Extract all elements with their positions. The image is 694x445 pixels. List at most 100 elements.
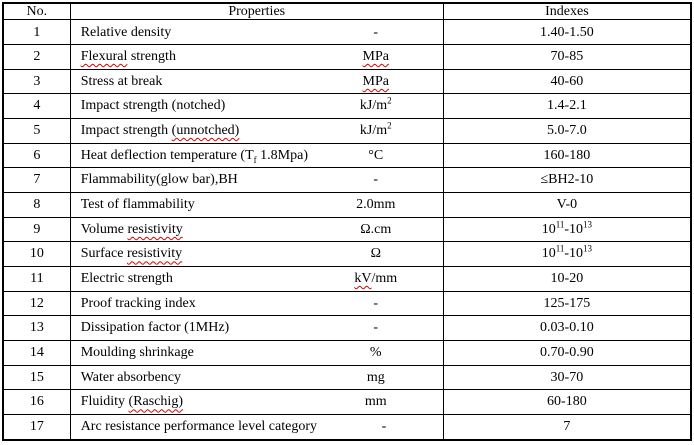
property-name: Relative density bbox=[80, 24, 172, 40]
property-cell: Stress at break MPa bbox=[69, 68, 444, 95]
row-number: 14 bbox=[2, 339, 71, 366]
property-name: Volume resistivity bbox=[80, 221, 183, 237]
table-header-row: No. Properties Indexes bbox=[2, 2, 692, 21]
table-body: 1 Relative density - 1.40-1.50 2 Flexural str… bbox=[2, 19, 692, 441]
row-number: 1 bbox=[2, 19, 71, 46]
table-row: 7 Flammability(glow bar),BH - ≤BH2-10 bbox=[2, 167, 692, 193]
row-number: 3 bbox=[2, 68, 71, 95]
index-value: 1011-1013 bbox=[442, 216, 692, 243]
property-cell: Impact strength (notched) kJ/m2 bbox=[69, 93, 444, 120]
property-unit: mm bbox=[364, 394, 387, 410]
property-name: Electric strength bbox=[80, 271, 173, 287]
table-row: 1 Relative density - 1.40-1.50 bbox=[2, 19, 692, 46]
table-row: 11 Electric strength kV/mm 10-20 bbox=[2, 265, 692, 292]
index-value: V-0 bbox=[442, 191, 692, 218]
index-value: 10-20 bbox=[442, 265, 692, 292]
property-name: Impact strength (unnotched) bbox=[80, 123, 240, 139]
property-name: Moulding shrinkage bbox=[80, 345, 194, 361]
property-cell: Fluidity (Raschig) mm bbox=[69, 389, 444, 415]
property-name: Arc resistance performance level categor… bbox=[80, 419, 317, 435]
property-cell: Moulding shrinkage% bbox=[69, 339, 444, 366]
property-name: Heat deflection temperature (Tf 1.8Mpa) bbox=[80, 147, 308, 165]
table-row: 2 Flexural strength MPa 70-85 bbox=[2, 44, 692, 70]
property-cell: Heat deflection temperature (Tf 1.8Mpa) °… bbox=[69, 142, 444, 169]
property-cell: Flammability(glow bar),BH - bbox=[69, 167, 444, 193]
property-unit: kJ/m2 bbox=[359, 120, 392, 139]
property-cell: Surface resistivity Ω bbox=[69, 241, 444, 267]
table-row: 8 Test of flammability 2.0mm V-0 bbox=[2, 191, 692, 218]
row-number: 2 bbox=[2, 44, 71, 70]
property-unit: - bbox=[373, 24, 379, 40]
property-name: Water absorbency bbox=[80, 369, 182, 385]
index-value: 0.03-0.10 bbox=[442, 315, 692, 341]
table-row: 12 Proof tracking index - 125-175 bbox=[2, 290, 692, 317]
row-number: 13 bbox=[2, 315, 71, 341]
property-unit: MPa bbox=[362, 73, 389, 89]
table-row: 5 Impact strength (unnotched) kJ/m2 5.0-7.0 bbox=[2, 118, 692, 144]
table-row: 10 Surface resistivity Ω 1011-1013 bbox=[2, 241, 692, 267]
property-name: Flexural strength bbox=[80, 49, 176, 65]
property-unit: MPa bbox=[362, 49, 389, 65]
property-cell: Arc resistance performance level categor… bbox=[69, 413, 444, 441]
table-row: 6 Heat deflection temperature (Tf 1.8Mpa)… bbox=[2, 142, 692, 169]
property-name: Proof tracking index bbox=[80, 295, 196, 311]
row-number: 12 bbox=[2, 290, 71, 317]
property-cell: Dissipation factor (1MHz) - bbox=[69, 315, 444, 341]
index-value: 125-175 bbox=[442, 290, 692, 317]
property-name: Fluidity (Raschig) bbox=[80, 394, 183, 410]
index-value: ≤BH2-10 bbox=[442, 167, 692, 193]
property-name: Impact strength (notched) bbox=[80, 98, 226, 114]
row-number: 9 bbox=[2, 216, 71, 243]
property-cell: Test of flammability 2.0mm bbox=[69, 191, 444, 218]
property-unit: - bbox=[373, 295, 379, 311]
property-unit: - bbox=[373, 172, 379, 188]
property-unit: - bbox=[381, 419, 387, 435]
table-row: 17 Arc resistance performance level categ… bbox=[2, 413, 692, 441]
property-unit: Ω.cm bbox=[360, 221, 392, 237]
table-row: 4 Impact strength (notched) kJ/m2 1.4-2.1 bbox=[2, 93, 692, 120]
row-number: 15 bbox=[2, 364, 71, 391]
table-row: 14 Moulding shrinkage% 0.70-0.90 bbox=[2, 339, 692, 366]
row-number: 4 bbox=[2, 93, 71, 120]
index-value: 40-60 bbox=[442, 68, 692, 95]
index-value: 1.4-2.1 bbox=[442, 93, 692, 120]
property-cell: Volume resistivity Ω.cm bbox=[69, 216, 444, 243]
index-value: 160-180 bbox=[442, 142, 692, 169]
row-number: 10 bbox=[2, 241, 71, 267]
property-cell: Electric strength kV/mm bbox=[69, 265, 444, 292]
index-value: 70-85 bbox=[442, 44, 692, 70]
property-unit: % bbox=[369, 345, 382, 361]
header-properties: Properties bbox=[69, 2, 444, 21]
property-cell: Impact strength (unnotched) kJ/m2 bbox=[69, 118, 444, 144]
index-value: 7 bbox=[442, 413, 692, 441]
index-value: 5.0-7.0 bbox=[442, 118, 692, 144]
index-value: 30-70 bbox=[442, 364, 692, 391]
property-name: Surface resistivity bbox=[80, 246, 183, 262]
header-indexes: Indexes bbox=[442, 2, 692, 21]
row-number: 7 bbox=[2, 167, 71, 193]
row-number: 6 bbox=[2, 142, 71, 169]
row-number: 17 bbox=[2, 413, 71, 441]
table-row: 16 Fluidity (Raschig) mm 60-180 bbox=[2, 389, 692, 415]
row-number: 11 bbox=[2, 265, 71, 292]
row-number: 8 bbox=[2, 191, 71, 218]
table-row: 3 Stress at break MPa 40-60 bbox=[2, 68, 692, 95]
index-value: 1011-1013 bbox=[442, 241, 692, 267]
property-unit: kJ/m2 bbox=[359, 95, 392, 114]
property-cell: Water absorbency mg bbox=[69, 364, 444, 391]
property-name: Dissipation factor (1MHz) bbox=[80, 320, 230, 336]
property-unit: mg bbox=[366, 369, 385, 385]
property-unit: - bbox=[373, 320, 379, 336]
index-value: 1.40-1.50 bbox=[442, 19, 692, 46]
property-cell: Proof tracking index - bbox=[69, 290, 444, 317]
table-row: 13 Dissipation factor (1MHz) - 0.03-0.10 bbox=[2, 315, 692, 341]
table-row: 15 Water absorbency mg 30-70 bbox=[2, 364, 692, 391]
row-number: 5 bbox=[2, 118, 71, 144]
property-name: Flammability(glow bar),BH bbox=[80, 172, 238, 188]
property-unit: 2.0mm bbox=[356, 197, 396, 213]
header-no: No. bbox=[2, 2, 71, 21]
index-value: 60-180 bbox=[442, 389, 692, 415]
property-unit: °C bbox=[368, 147, 384, 163]
property-unit: Ω bbox=[370, 246, 381, 262]
